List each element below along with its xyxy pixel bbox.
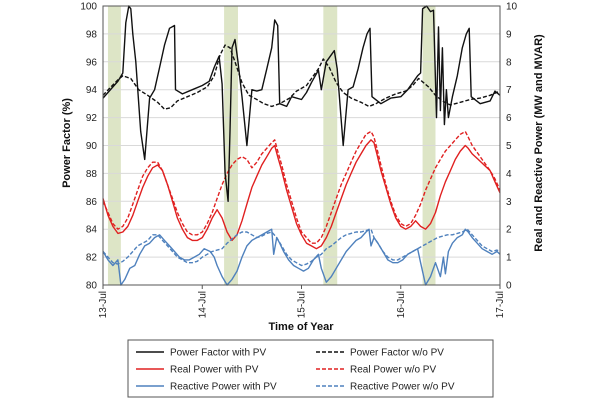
y-left-tick-label: 82 xyxy=(86,253,98,264)
y-axis-right-title: Real and Reactive Power (MW and MVAR) xyxy=(533,34,545,252)
real-power-with-pv-line xyxy=(102,139,501,250)
gridlines xyxy=(103,5,500,286)
y-right-tick-label: 3 xyxy=(506,197,512,208)
y-right-tick-label: 10 xyxy=(506,2,518,13)
x-axis-title: Time of Year xyxy=(268,321,334,333)
y-right-tick-label: 5 xyxy=(506,141,512,152)
y-right-tick-label: 1 xyxy=(506,253,512,264)
y-left-tick-label: 80 xyxy=(86,281,98,292)
y-right-tick-label: 8 xyxy=(506,57,512,68)
legend-label: Real Power with PV xyxy=(170,365,259,376)
legend-label: Reactive Power w/o PV xyxy=(350,382,455,393)
y-right-tick-label: 6 xyxy=(506,113,512,124)
legend: Power Factor with PV Power Factor w/o PV R… xyxy=(136,348,455,393)
legend-label: Power Factor with PV xyxy=(170,348,266,359)
x-tick-label: 15-Jul xyxy=(297,291,308,318)
y-left-tick-label: 90 xyxy=(86,141,98,152)
y-right-tick-label: 4 xyxy=(506,169,512,180)
y-left-tick-label: 88 xyxy=(86,169,98,180)
y-right-tick-label: 7 xyxy=(506,85,512,96)
y-right-tick-label: 2 xyxy=(506,225,512,236)
y-left-tick-label: 100 xyxy=(80,2,97,13)
tick-labels: 80 82 84 86 88 90 92 94 96 98 100 0 1 2 3 4 5 6 7 8 9 10 13-Ju… xyxy=(80,2,517,319)
y-left-tick-label: 94 xyxy=(86,85,98,96)
y-left-tick-label: 92 xyxy=(86,113,98,124)
x-tick-label: 13-Jul xyxy=(98,291,109,318)
x-tick-label: 17-Jul xyxy=(495,291,506,318)
power-factor-with-pv-line xyxy=(102,5,501,203)
reactive-power-with-pv-line xyxy=(102,228,501,286)
legend-label: Power Factor w/o PV xyxy=(350,348,444,359)
y-left-tick-label: 98 xyxy=(86,29,98,40)
y-left-tick-label: 96 xyxy=(86,57,98,68)
x-tick-label: 14-Jul xyxy=(197,291,208,318)
reactive-power-w-o-pv-line xyxy=(102,228,501,267)
real-power-w-o-pv-line xyxy=(102,130,501,244)
y-left-tick-label: 84 xyxy=(86,225,98,236)
series-layer xyxy=(102,5,501,286)
y-axis-left-title: Power Factor (%) xyxy=(61,98,73,188)
y-right-tick-label: 9 xyxy=(506,29,512,40)
y-left-tick-label: 86 xyxy=(86,197,98,208)
legend-label: Reactive Power with PV xyxy=(170,382,277,393)
x-tick-label: 16-Jul xyxy=(396,291,407,318)
legend-box xyxy=(127,339,494,398)
y-right-tick-label: 0 xyxy=(506,281,512,292)
legend-label: Real Power w/o PV xyxy=(350,365,436,376)
power-factor-w-o-pv-line xyxy=(102,44,501,110)
